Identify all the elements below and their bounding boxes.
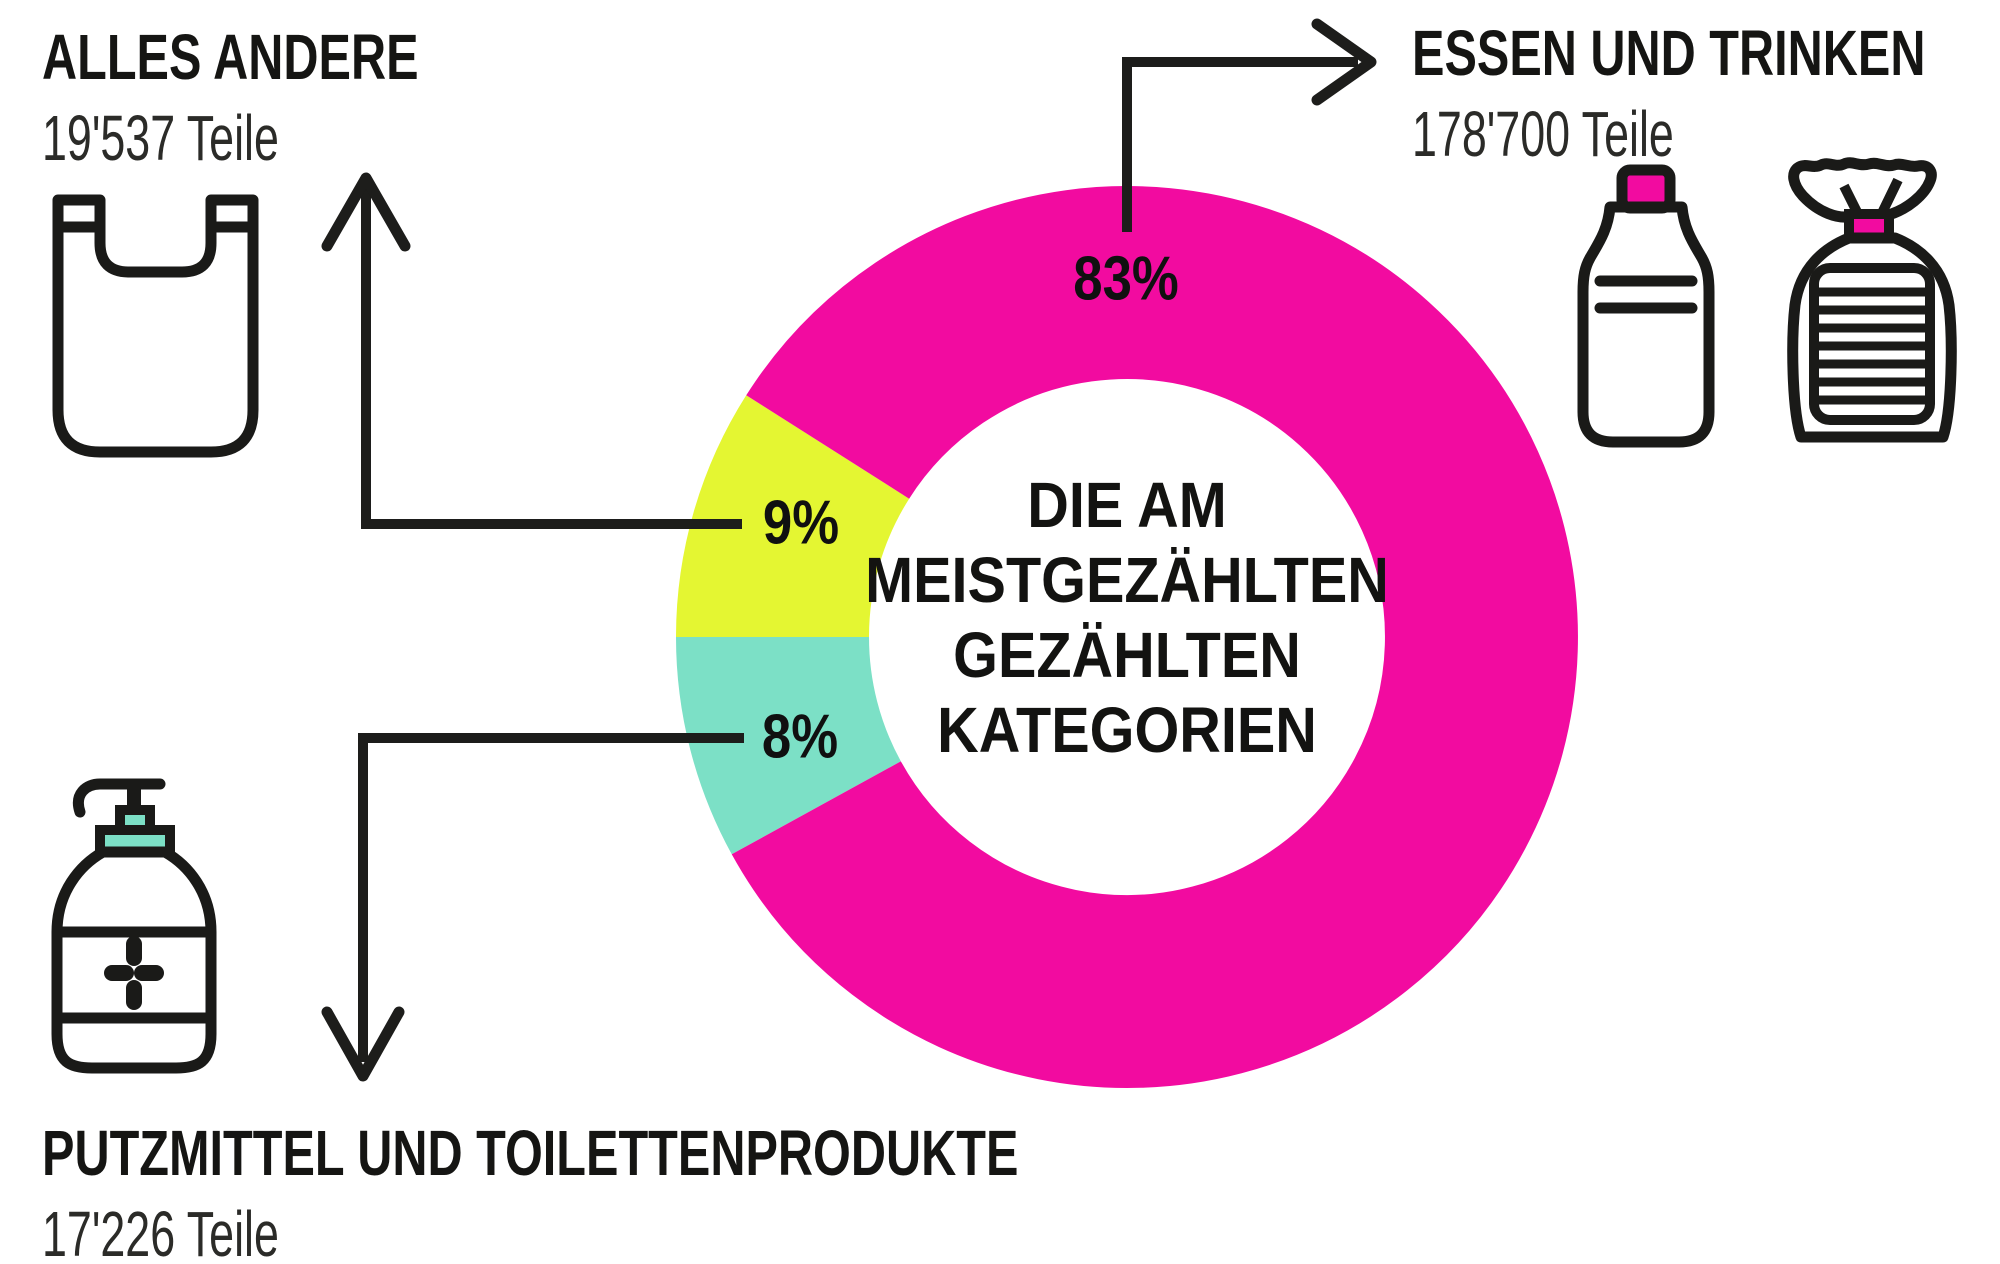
callout-essen-und-trinken: ESSEN UND TRINKEN 178'700 Teile — [1412, 18, 2000, 166]
callout-putzmittel: PUTZMITTEL UND TOILETTENPRODUKTE 17'226 … — [42, 1118, 1327, 1264]
arrow-right-icon — [1311, 18, 1377, 106]
percent-label-putzmittel: 8% — [761, 702, 839, 772]
callout-alles-andere: ALLES ANDERE 19'537 Teile — [42, 22, 537, 170]
percent-label-alles-andere: 9% — [762, 488, 840, 558]
percent-label-essen-und-trinken: 83% — [1073, 244, 1179, 314]
soap-dispenser-icon — [51, 778, 217, 1074]
bread-bag-icon — [1787, 157, 1957, 443]
chart-title: DIE AM MEISTGEZÄHLTEN GEZÄHLTEN KATEGORI… — [865, 468, 1389, 768]
callout-title: PUTZMITTEL UND TOILETTENPRODUKTE — [42, 1117, 1019, 1189]
callout-title: ALLES ANDERE — [42, 21, 419, 93]
chart-title-line: KATEGORIEN — [937, 694, 1317, 766]
donut-segment-putzmittel-und-toilettenprodukte — [675, 635, 902, 855]
arrow-essen-und-trinken — [1122, 18, 1377, 232]
plus-icon — [104, 936, 164, 1010]
donut-segment-alles-andere — [676, 395, 911, 639]
donut-chart — [675, 186, 1578, 1089]
chart-title-line: MEISTGEZÄHLTEN — [865, 544, 1389, 616]
shopping-bag-icon — [52, 194, 259, 458]
callout-amount: 17'226 Teile — [42, 1198, 279, 1264]
chart-title-line: DIE AM — [1027, 469, 1227, 541]
callout-title: ESSEN UND TRINKEN — [1412, 17, 1926, 89]
callout-amount: 19'537 Teile — [42, 102, 279, 174]
chart-title-line: GEZÄHLTEN — [953, 619, 1301, 691]
arrow-up-icon — [321, 172, 411, 252]
arrow-down-icon — [321, 1006, 405, 1082]
plastic-bottle-icon — [1577, 164, 1715, 448]
donut-segment-essen-und-trinken — [731, 186, 1578, 1089]
arrow-putzmittel — [321, 733, 744, 1082]
callout-amount: 178'700 Teile — [1412, 98, 1674, 170]
arrow-alles-andere — [321, 172, 742, 529]
